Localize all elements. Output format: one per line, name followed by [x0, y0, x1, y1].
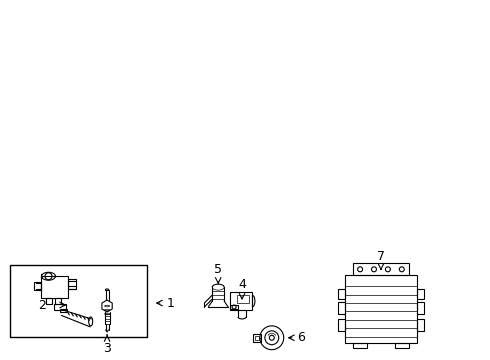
Bar — [10, 265, 147, 337]
Bar — [338, 319, 345, 331]
Bar — [353, 343, 367, 348]
Text: 3: 3 — [103, 342, 111, 355]
Text: 4: 4 — [238, 278, 246, 291]
Bar — [60, 309, 68, 312]
Bar — [395, 343, 409, 348]
Bar — [230, 305, 238, 309]
Bar — [416, 319, 424, 331]
Text: 1: 1 — [167, 297, 174, 310]
Bar — [253, 334, 261, 342]
Text: 2: 2 — [38, 298, 46, 311]
Bar — [55, 298, 61, 304]
Bar — [54, 303, 66, 310]
Text: 5: 5 — [214, 263, 222, 276]
Bar — [237, 295, 249, 303]
Bar — [345, 275, 416, 343]
Bar — [353, 264, 409, 275]
Bar — [34, 282, 41, 290]
Text: 7: 7 — [377, 250, 385, 264]
Bar — [41, 276, 69, 298]
Bar — [46, 298, 51, 304]
Bar — [338, 302, 345, 314]
Bar — [338, 289, 345, 299]
Bar — [416, 302, 424, 314]
Bar — [255, 336, 259, 340]
Bar — [69, 279, 76, 289]
Text: 6: 6 — [297, 331, 305, 344]
Bar — [230, 292, 252, 310]
Bar — [416, 289, 424, 299]
